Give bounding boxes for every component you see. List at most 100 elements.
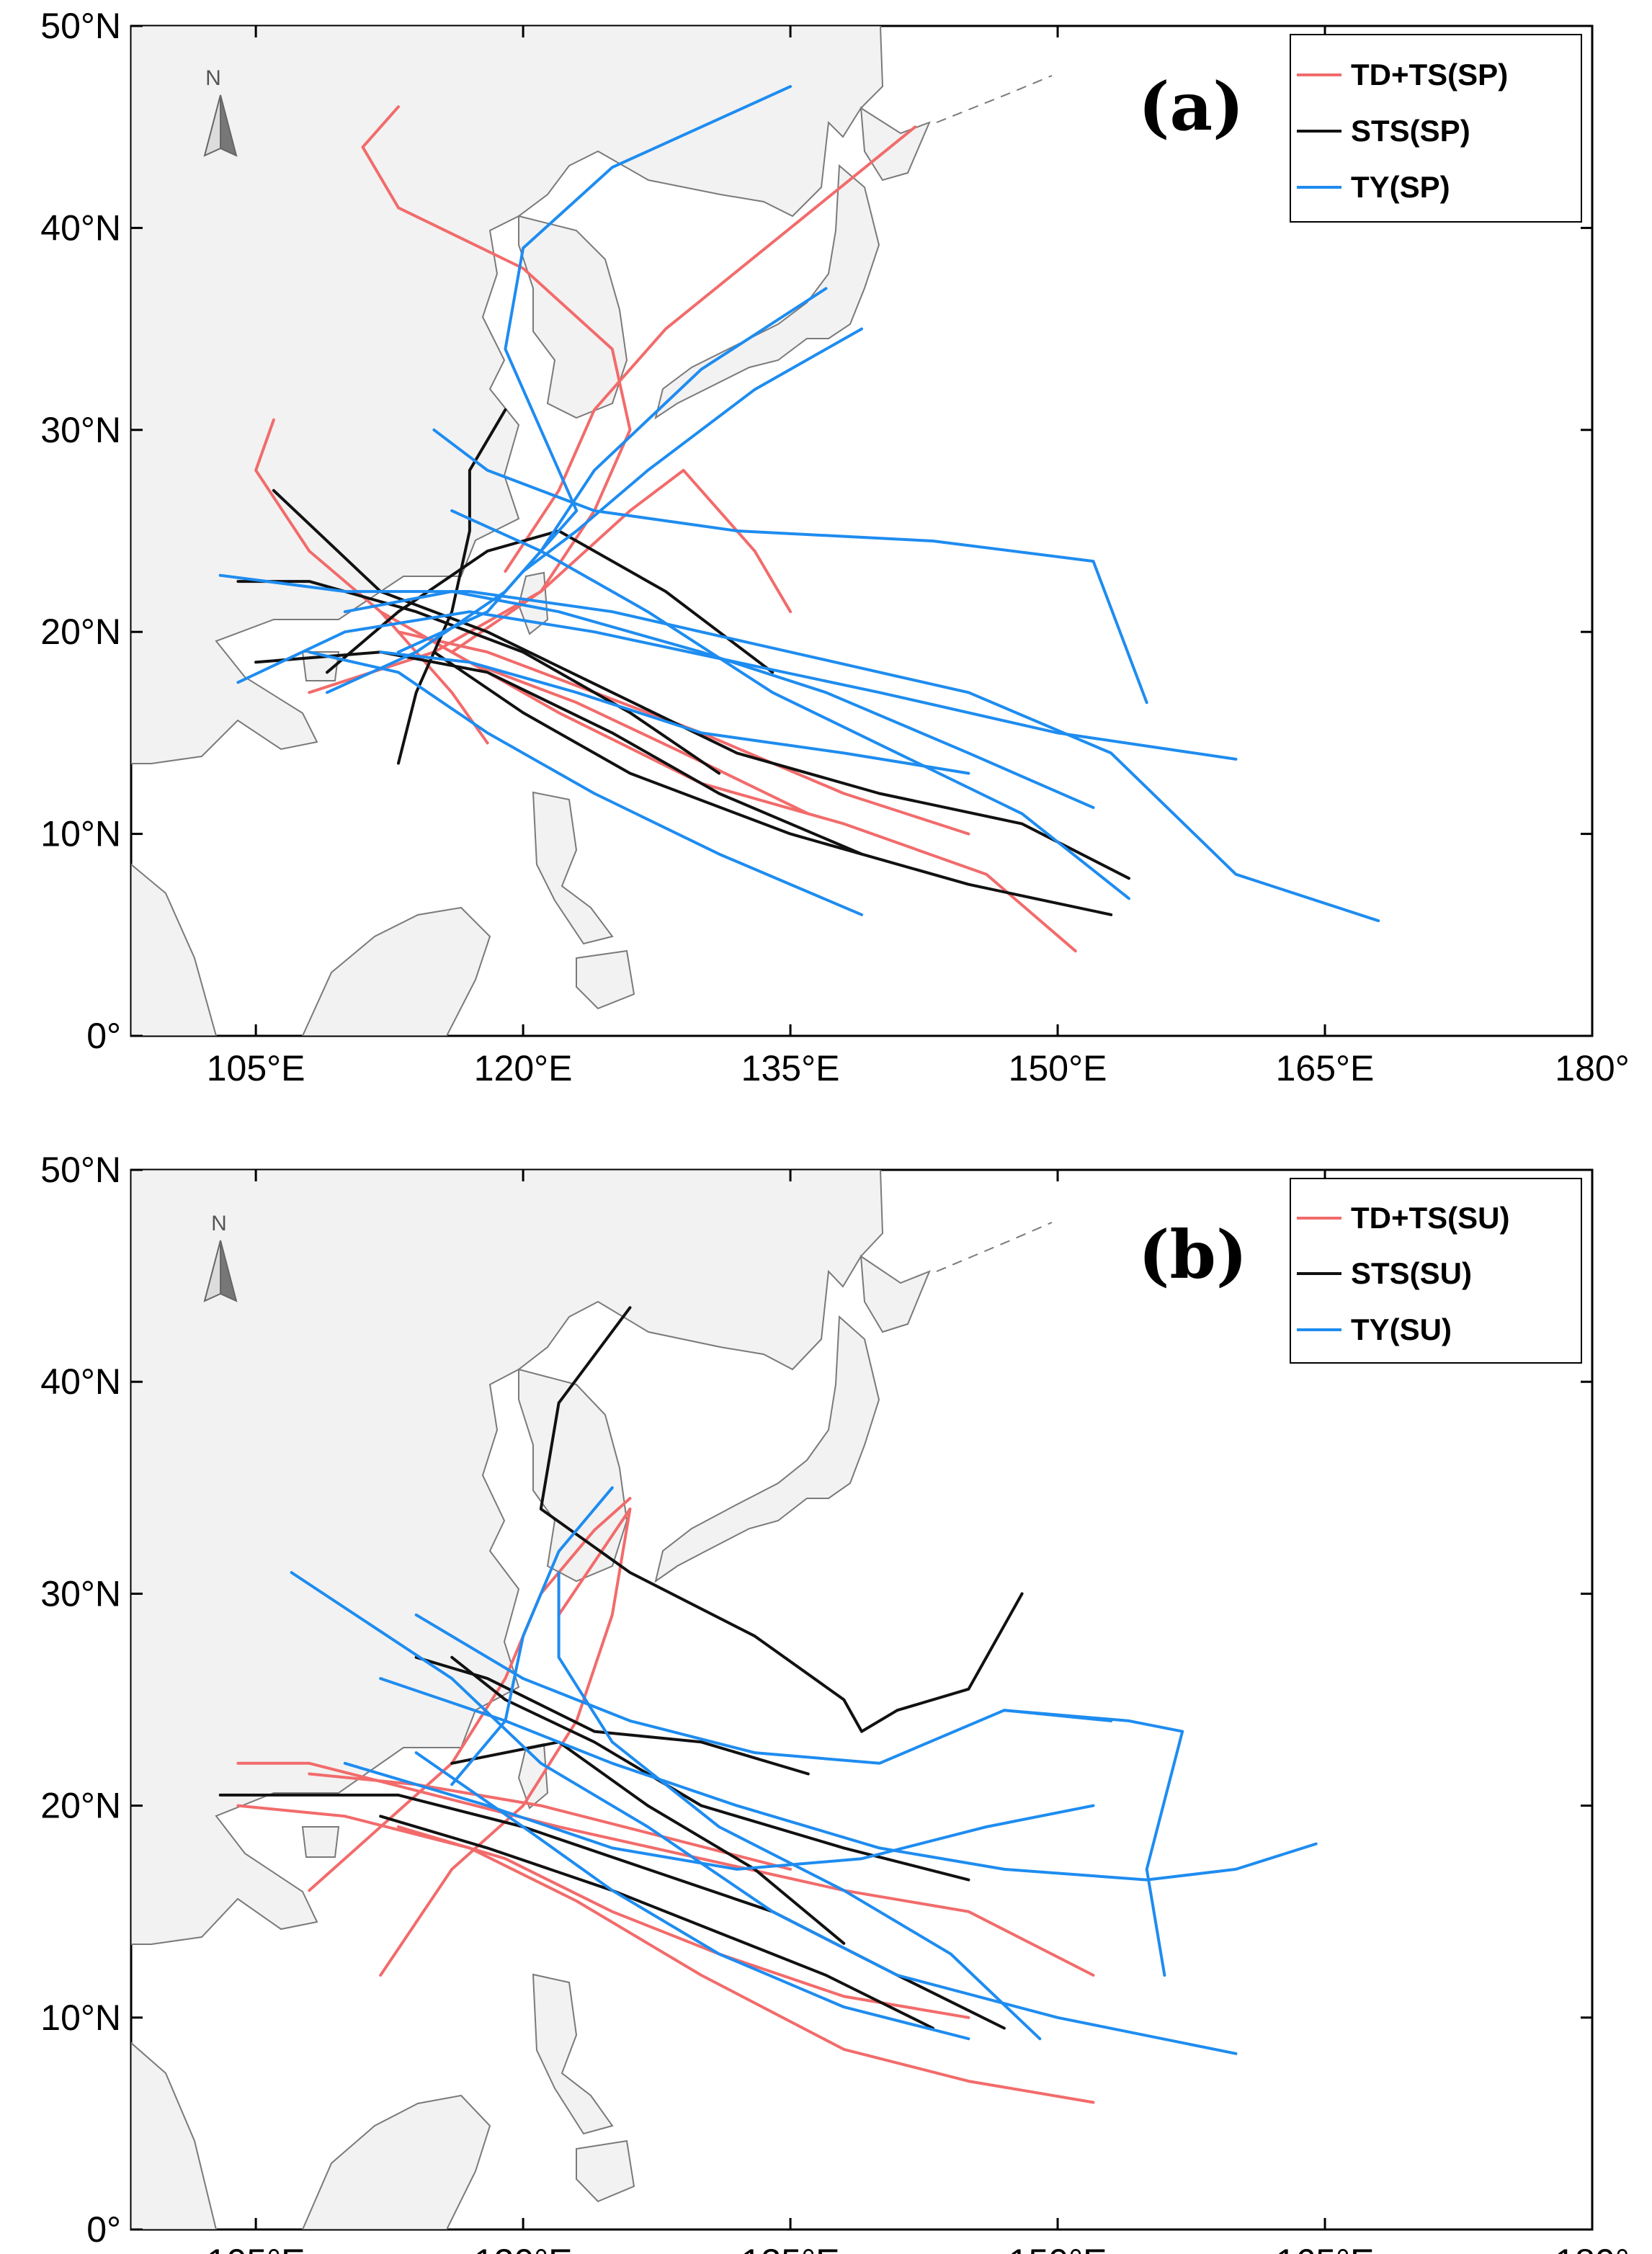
x-tick-label-b-2: 135°E [741, 2242, 840, 2254]
tracks-a [218, 85, 1380, 953]
x-tick-label-b-0: 105°E [207, 2242, 305, 2254]
landmass-borneo-b [301, 2094, 491, 2230]
x-tick-label-b-1: 120°E [474, 2242, 573, 2254]
track-b-1-4 [414, 1655, 810, 1776]
landmass-malaya-b [131, 2041, 218, 2230]
x-tick-label-a-5: 180° [1555, 1048, 1629, 1088]
landmass-borneo-a [301, 906, 491, 1036]
track-b-0-2 [308, 1497, 632, 1892]
track-b-0-0 [236, 1804, 1095, 2104]
x-tick-label-a-3: 150°E [1009, 1048, 1107, 1088]
landmass-korea-a [518, 215, 628, 419]
land-b [131, 1170, 1053, 2230]
track-b-2-5 [343, 1761, 1095, 1871]
legend-box-a [1290, 34, 1582, 223]
track-a-0-5 [397, 630, 970, 836]
track-b-2-4 [557, 1571, 1042, 2041]
landmass-taiwan-a [517, 571, 549, 635]
track-b-0-5 [397, 1825, 970, 2019]
track-a-2-8 [379, 650, 970, 775]
y-tick-label-a-2: 20°N [40, 612, 121, 652]
y-tick-label-a-4: 40°N [40, 207, 121, 248]
sakhalin-border-b [936, 1222, 1053, 1272]
track-a-0-3 [254, 418, 489, 745]
y-tick-label-b-2: 20°N [40, 1786, 121, 1826]
y-tick-label-a-5: 50°N [40, 6, 121, 46]
north-arrow-label-b: N [211, 1212, 227, 1235]
legend-label-b-1: STS(SU) [1351, 1256, 1472, 1290]
y-tick-label-b-5: 50°N [40, 1150, 121, 1190]
landmass-hokkaido-b [860, 1255, 931, 1333]
landmass-japan-b [654, 1315, 880, 1583]
x-axis-a: 105°E 120°E 135°E 150°E 165°E 180° [207, 26, 1630, 1088]
x-tick-label-b-3: 150°E [1009, 2242, 1107, 2254]
x-tick-label-b-4: 165°E [1276, 2242, 1375, 2254]
track-a-1-1 [432, 650, 1113, 916]
y-tick-label-a-0: 0° [86, 1016, 121, 1056]
legend-label-a-2: TY(SP) [1351, 170, 1450, 204]
track-a-2-9 [522, 327, 863, 573]
x-tick-label-a-1: 120°E [474, 1048, 573, 1088]
x-tick-label-a-0: 105°E [207, 1048, 305, 1088]
legend-label-a-1: STS(SP) [1351, 114, 1470, 148]
track-b-2-1 [379, 1677, 1318, 1882]
legend-box-b [1290, 1178, 1582, 1364]
panel-label-b: (b) [1138, 1216, 1247, 1294]
panel-label-a: (a) [1138, 68, 1244, 146]
track-a-2-1 [432, 428, 1148, 705]
north-arrow-label-a: N [205, 66, 221, 90]
legend-a: TD+TS(SP) STS(SP) TY(SP) [1290, 34, 1582, 223]
panel-b: 0° 10°N 20°N 30°N 40°N 50°N 105°E 120°E 135°E 15… [40, 1150, 1629, 2254]
compass-shade-a [220, 94, 238, 157]
track-b-0-4 [379, 1507, 632, 1977]
track-b-1-5 [450, 1740, 846, 1945]
track-a-2-5 [343, 590, 1095, 810]
landmass-mindanao-b [576, 2139, 635, 2203]
track-b-2-7 [450, 1486, 614, 1786]
track-a-0-6 [379, 610, 810, 815]
panel-a: 0° 10°N 20°N 30°N 40°N 50°N 105°E 120°E 135°E 15… [40, 6, 1629, 1088]
y-tick-label-a-3: 30°N [40, 410, 121, 450]
x-tick-label-a-2: 135°E [741, 1048, 840, 1088]
sakhalin-border-a [936, 75, 1053, 123]
legend-label-b-0: TD+TS(SU) [1351, 1201, 1510, 1235]
north-arrow-b: N [203, 1212, 238, 1302]
landmass-korea-b [518, 1368, 628, 1583]
track-b-1-2 [450, 1655, 970, 1882]
track-a-1-4 [236, 580, 721, 775]
tracks-b [218, 1306, 1318, 2104]
north-arrow-a: N [203, 66, 238, 157]
land-a [131, 26, 1053, 1036]
landmass-asia-a [131, 26, 884, 764]
compass-shade-b [220, 1240, 238, 1302]
x-axis-b: 105°E 120°E 135°E 150°E 165°E 180° [207, 1170, 1630, 2254]
track-b-2-3 [1002, 1709, 1184, 1977]
track-a-0-0 [414, 630, 1077, 953]
track-a-1-3 [254, 650, 863, 856]
y-tick-label-b-4: 40°N [40, 1361, 121, 1402]
track-a-1-2 [326, 529, 774, 674]
y-axis-a: 0° 10°N 20°N 30°N 40°N 50°N [40, 6, 1592, 1056]
y-tick-label-a-1: 10°N [40, 814, 121, 854]
track-b-1-3 [379, 1815, 934, 2030]
landmass-malaya-a [131, 863, 218, 1036]
y-tick-label-b-0: 0° [86, 2209, 121, 2250]
track-b-2-6 [414, 1751, 970, 2041]
track-b-1-0 [539, 1306, 1024, 1733]
track-a-2-7 [397, 287, 828, 654]
landmass-mindanao-a [576, 949, 635, 1010]
landmass-asia-b [131, 1170, 884, 1945]
landmass-philippines-b [532, 1973, 614, 2135]
track-b-0-1 [236, 1761, 1095, 1977]
track-a-2-2 [218, 573, 1380, 923]
legend-b: TD+TS(SU) STS(SU) TY(SU) [1290, 1178, 1582, 1364]
track-b-2-0 [290, 1571, 1238, 2055]
landmass-hainan-b [301, 1826, 340, 1858]
y-axis-b: 0° 10°N 20°N 30°N 40°N 50°N [40, 1150, 1592, 2250]
legend-label-b-2: TY(SU) [1351, 1312, 1452, 1346]
track-a-0-1 [504, 125, 917, 573]
track-a-0-2 [361, 105, 632, 654]
legend-label-a-0: TD+TS(SP) [1351, 58, 1508, 91]
x-tick-label-b-5: 180° [1555, 2242, 1629, 2254]
y-tick-label-b-1: 10°N [40, 1998, 121, 2038]
